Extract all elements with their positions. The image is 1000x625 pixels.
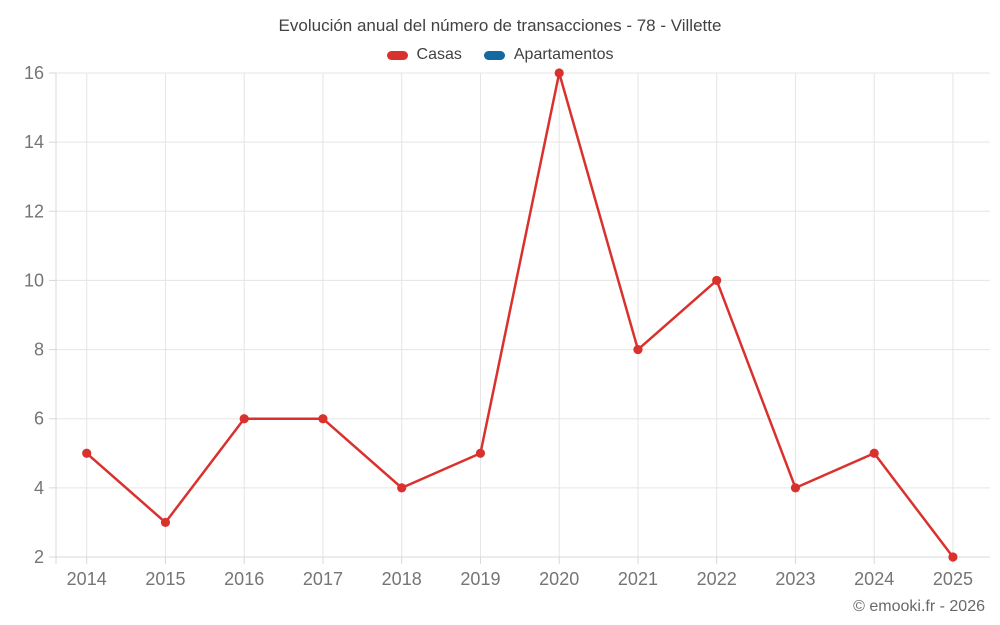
y-axis-label: 8 [34, 340, 44, 360]
y-axis-label: 6 [34, 409, 44, 429]
x-axis-label: 2021 [618, 569, 658, 589]
data-point-2023 [790, 483, 801, 493]
x-axis-label: 2020 [539, 569, 579, 589]
data-point-2022 [712, 275, 722, 286]
x-axis-label: 2024 [854, 569, 894, 589]
data-point-2015 [160, 517, 171, 528]
data-point-2016 [239, 414, 249, 424]
x-axis-label: 2023 [775, 569, 815, 589]
x-axis-label: 2025 [933, 569, 973, 589]
data-point-2014 [82, 448, 92, 458]
y-axis-label: 4 [34, 478, 44, 498]
legend-label-casas: Casas [416, 46, 462, 63]
x-axis-label: 2022 [697, 569, 737, 589]
data-point-2024 [869, 448, 879, 458]
y-axis-label: 12 [24, 201, 44, 221]
y-axis-label: 16 [24, 63, 44, 83]
chart-footer-credit: © emooki.fr - 2026 [853, 598, 985, 615]
data-point-2020 [554, 68, 564, 78]
series-line-casas [85, 71, 955, 559]
data-point-2019 [475, 448, 486, 458]
chart-legend: Casas Apartamentos [0, 46, 1000, 64]
x-axis-label: 2017 [303, 569, 343, 589]
y-axis-label: 10 [24, 270, 44, 290]
y-axis-label: 2 [34, 547, 44, 567]
apartamentos-swatch-icon [483, 50, 505, 60]
x-axis-label: 2019 [460, 569, 500, 589]
x-axis-label: 2014 [67, 569, 107, 589]
x-axis-label: 2018 [382, 569, 422, 589]
y-axis-label: 14 [24, 132, 44, 152]
casas-swatch-icon [386, 50, 408, 60]
x-axis-label: 2015 [145, 569, 185, 589]
legend-item-casas[interactable]: Casas [386, 46, 462, 64]
legend-item-apartamentos[interactable]: Apartamentos [483, 46, 614, 64]
data-point-2018 [397, 483, 407, 493]
legend-label-apartamentos: Apartamentos [513, 46, 614, 63]
data-point-2021 [633, 344, 643, 355]
data-point-2025 [948, 552, 958, 562]
data-point-2017 [318, 414, 328, 424]
x-axis-label: 2016 [224, 569, 264, 589]
chart-title: Evolución anual del número de transaccio… [278, 16, 722, 35]
